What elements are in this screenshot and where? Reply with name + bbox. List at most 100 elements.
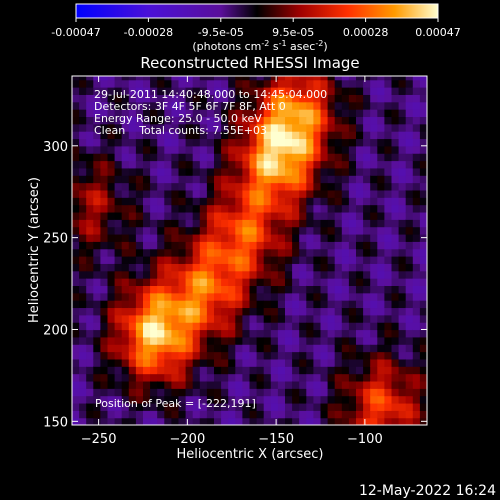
heatmap-cell bbox=[128, 233, 137, 242]
heatmap-cell bbox=[242, 402, 251, 411]
heatmap-cell bbox=[327, 189, 336, 198]
heatmap-cell bbox=[135, 94, 144, 103]
heatmap-cell bbox=[100, 109, 109, 118]
heatmap-cell bbox=[171, 248, 180, 257]
heatmap-cell bbox=[327, 270, 336, 279]
heatmap-cell bbox=[107, 307, 116, 316]
heatmap-cell bbox=[306, 278, 314, 286]
heatmap-cell bbox=[370, 314, 378, 323]
heatmap-cell bbox=[285, 94, 293, 103]
heatmap-cell bbox=[178, 189, 187, 198]
heatmap-cell bbox=[363, 322, 371, 331]
heatmap-cell bbox=[391, 101, 400, 110]
heatmap-cell bbox=[79, 336, 87, 345]
heatmap-cell bbox=[214, 285, 222, 294]
heatmap-cell bbox=[320, 175, 329, 184]
heatmap-cell bbox=[270, 322, 279, 331]
heatmap-cell bbox=[121, 395, 130, 404]
heatmap-cell bbox=[128, 300, 137, 309]
heatmap-cell bbox=[327, 153, 336, 162]
heatmap-cell bbox=[299, 307, 307, 316]
heatmap-cell bbox=[192, 87, 201, 95]
heatmap-cell bbox=[221, 314, 229, 323]
heatmap-cell bbox=[384, 138, 393, 147]
heatmap-cell bbox=[121, 329, 130, 338]
heatmap-cell bbox=[72, 167, 80, 176]
heatmap-cell bbox=[285, 233, 293, 242]
heatmap-cell bbox=[128, 358, 137, 367]
heatmap-cell bbox=[114, 292, 123, 301]
heatmap-cell bbox=[256, 292, 265, 301]
heatmap-cell bbox=[100, 248, 109, 257]
heatmap-cell bbox=[235, 160, 243, 169]
heatmap-cell bbox=[178, 373, 187, 382]
heatmap-cell bbox=[334, 204, 343, 213]
heatmap-cell bbox=[157, 358, 165, 367]
heatmap-cell bbox=[164, 314, 172, 323]
heatmap-cell bbox=[405, 116, 414, 125]
heatmap-cell bbox=[341, 219, 350, 228]
heatmap-cell bbox=[228, 204, 236, 213]
heatmap-cell bbox=[391, 322, 400, 331]
heatmap-cell bbox=[363, 87, 371, 95]
heatmap-cell bbox=[79, 410, 87, 419]
heatmap-cell bbox=[72, 300, 80, 309]
heatmap-cell bbox=[313, 358, 322, 367]
heatmap-cell bbox=[391, 211, 400, 220]
heatmap-cell bbox=[128, 131, 137, 140]
heatmap-cell bbox=[185, 380, 194, 389]
heatmap-cell bbox=[398, 410, 407, 419]
heatmap-cell bbox=[79, 211, 87, 220]
heatmap-cell bbox=[157, 270, 165, 279]
heatmap-cell bbox=[412, 189, 421, 198]
heatmap-cell bbox=[377, 329, 385, 338]
heatmap-cell bbox=[384, 76, 393, 81]
heatmap-cell bbox=[419, 314, 427, 323]
heatmap-cell bbox=[86, 344, 94, 353]
heatmap-cell bbox=[235, 314, 243, 323]
heatmap-cell bbox=[249, 358, 258, 367]
heatmap-cell bbox=[157, 241, 165, 250]
heatmap-cell bbox=[128, 322, 137, 331]
heatmap-cell bbox=[341, 388, 350, 397]
heatmap-cell bbox=[206, 351, 215, 360]
heatmap-cell bbox=[107, 300, 116, 309]
heatmap-cell bbox=[206, 307, 215, 316]
heatmap-cell bbox=[221, 109, 229, 118]
heatmap-cell bbox=[348, 314, 357, 323]
heatmap-cell bbox=[235, 417, 243, 425]
heatmap-cell bbox=[334, 256, 343, 264]
heatmap-cell bbox=[405, 153, 414, 162]
heatmap-cell bbox=[391, 417, 400, 425]
heatmap-cell bbox=[135, 395, 144, 404]
heatmap-cell bbox=[86, 167, 94, 176]
heatmap-cell bbox=[256, 366, 265, 375]
heatmap-cell bbox=[277, 307, 286, 316]
heatmap-cell bbox=[356, 76, 364, 81]
heatmap-cell bbox=[256, 79, 265, 88]
heatmap-cell bbox=[384, 402, 393, 411]
heatmap-cell bbox=[256, 211, 265, 220]
heatmap-cell bbox=[299, 263, 307, 272]
heatmap-cell bbox=[242, 109, 251, 118]
heatmap-cell bbox=[313, 241, 322, 250]
heatmap-cell bbox=[320, 270, 329, 279]
heatmap-cell bbox=[249, 263, 258, 272]
heatmap-cell bbox=[228, 219, 236, 228]
heatmap-cell bbox=[391, 241, 400, 250]
heatmap-cell bbox=[114, 263, 123, 272]
heatmap-cell bbox=[263, 358, 272, 367]
heatmap-cell bbox=[356, 175, 364, 184]
heatmap-cell bbox=[93, 101, 101, 110]
heatmap-cell bbox=[256, 160, 265, 169]
heatmap-cell bbox=[412, 358, 421, 367]
heatmap-cell bbox=[164, 145, 172, 154]
heatmap-cell bbox=[299, 336, 307, 345]
heatmap-cell bbox=[377, 145, 385, 154]
heatmap-cell bbox=[327, 388, 336, 397]
heatmap-cell bbox=[384, 351, 393, 360]
heatmap-cell bbox=[384, 204, 393, 213]
heatmap-cell bbox=[185, 300, 194, 309]
heatmap-cell bbox=[228, 131, 236, 140]
heatmap-cell bbox=[235, 307, 243, 316]
